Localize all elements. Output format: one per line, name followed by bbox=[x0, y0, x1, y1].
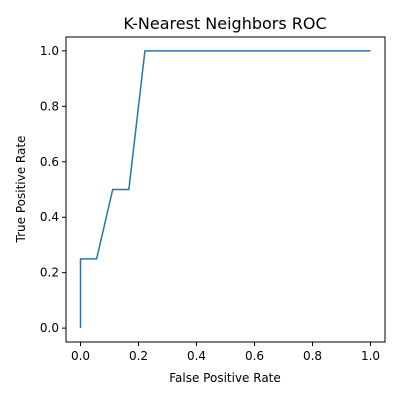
x-axis: 0.0 0.2 0.4 0.6 0.8 1.0 bbox=[71, 342, 380, 363]
y-tick-label: 0.0 bbox=[40, 321, 59, 335]
x-tick-label: 0.8 bbox=[303, 349, 322, 363]
y-tick-label: 0.2 bbox=[40, 266, 59, 280]
chart-title: K-Nearest Neighbors ROC bbox=[123, 14, 326, 33]
x-tick-label: 0.4 bbox=[187, 349, 206, 363]
y-tick-label: 0.6 bbox=[40, 155, 59, 169]
y-axis: 0.0 0.2 0.4 0.6 0.8 1.0 bbox=[40, 44, 66, 335]
roc-curve-line bbox=[79, 50, 371, 329]
plot-area: 0.0 0.2 0.4 0.6 0.8 1.0 0.0 0.2 0.4 0.6 0.8 1.0 bbox=[40, 36, 386, 363]
x-tick-label: 0.6 bbox=[245, 349, 264, 363]
x-tick-label: 0.2 bbox=[129, 349, 148, 363]
x-axis-label: False Positive Rate bbox=[169, 371, 281, 385]
y-tick-label: 0.8 bbox=[40, 99, 59, 113]
y-tick-label: 0.4 bbox=[40, 210, 59, 224]
y-axis-label: True Positive Rate bbox=[14, 136, 28, 244]
y-tick-label: 1.0 bbox=[40, 44, 59, 58]
x-tick-label: 0.0 bbox=[71, 349, 90, 363]
x-tick-label: 1.0 bbox=[361, 349, 380, 363]
axes-frame bbox=[65, 36, 386, 343]
